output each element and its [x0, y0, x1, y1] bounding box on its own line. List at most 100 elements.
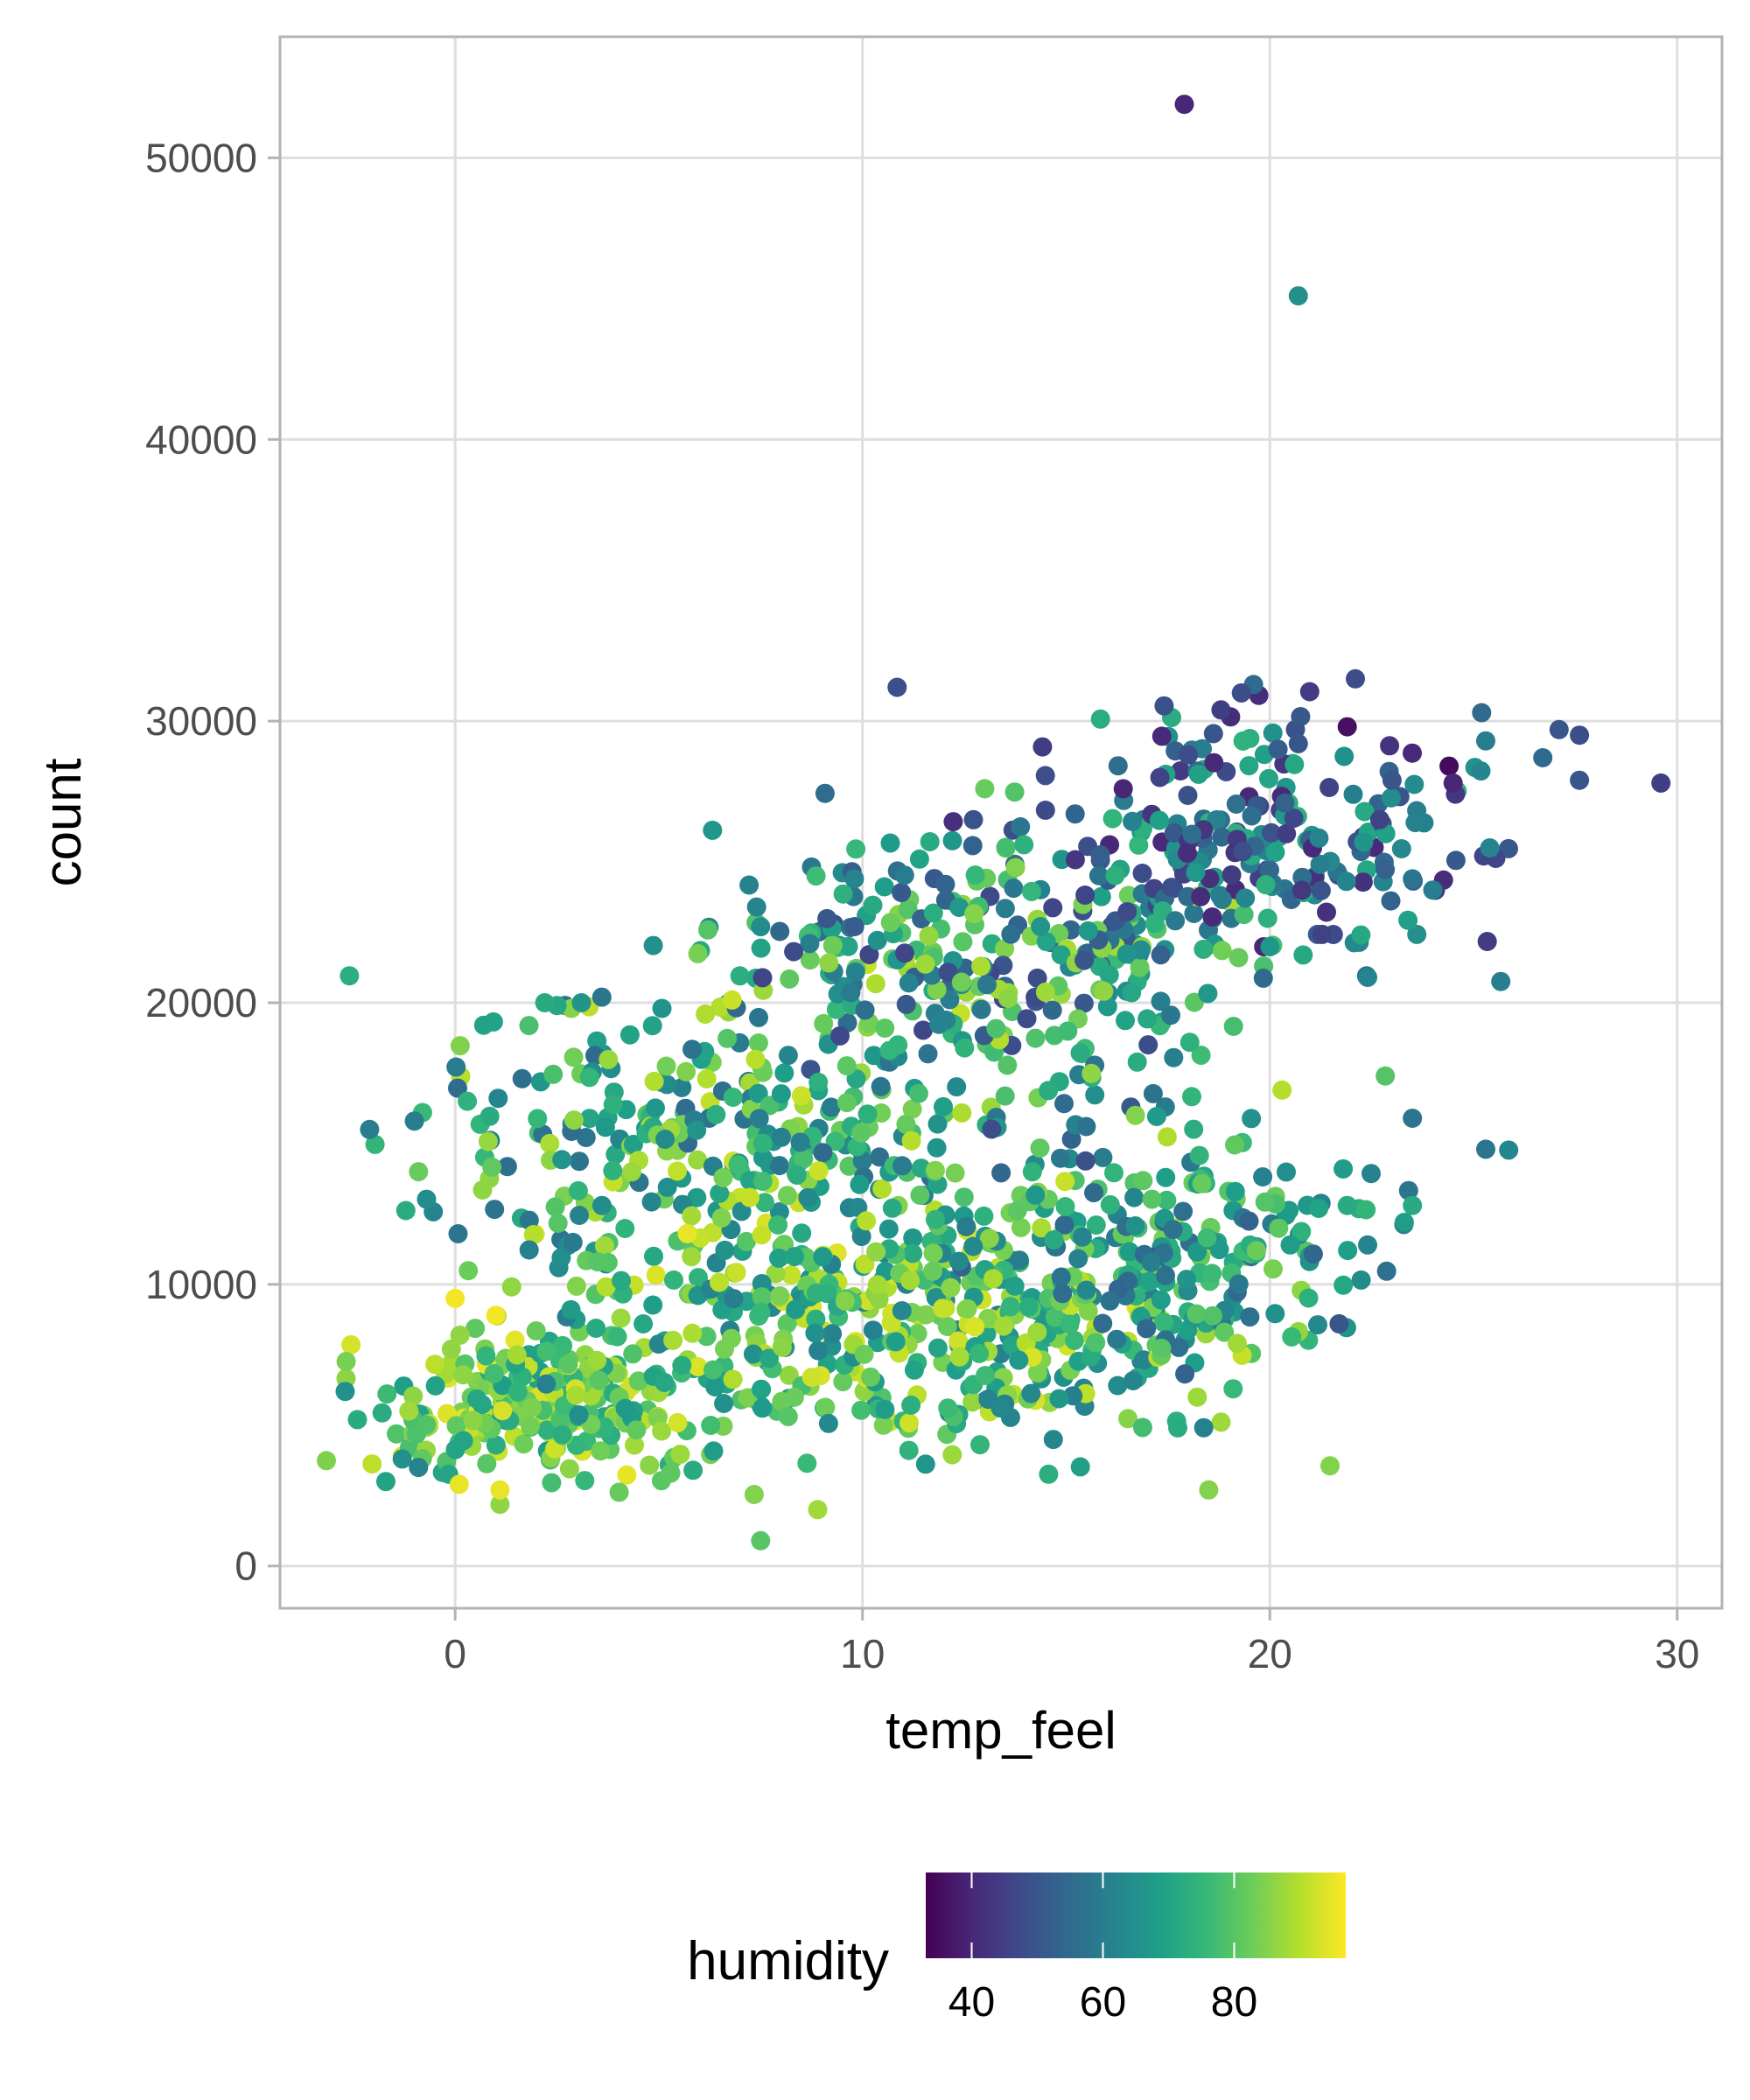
data-point	[904, 1360, 924, 1380]
data-point	[923, 1261, 942, 1281]
data-point	[1075, 886, 1096, 905]
data-point	[1027, 1362, 1047, 1382]
data-point	[1107, 1329, 1127, 1349]
data-point	[791, 1086, 811, 1106]
data-point	[1309, 1199, 1329, 1218]
data-point	[855, 1000, 875, 1020]
data-point	[1035, 766, 1055, 786]
data-point	[1053, 1284, 1073, 1304]
data-point	[1265, 843, 1285, 863]
data-point	[1291, 707, 1311, 726]
data-point	[1292, 880, 1312, 900]
data-point	[872, 1179, 892, 1199]
data-point	[620, 1025, 640, 1045]
data-point	[771, 1084, 791, 1104]
data-point	[453, 1365, 473, 1385]
data-point	[714, 1394, 734, 1413]
data-point	[1004, 878, 1024, 899]
data-point	[1472, 703, 1492, 723]
data-point	[1570, 770, 1590, 790]
data-point	[970, 1435, 990, 1455]
data-point	[341, 1334, 361, 1354]
data-point	[1446, 850, 1466, 871]
data-point	[752, 1398, 773, 1418]
colorbar-tick-label: 60	[1080, 1979, 1126, 2026]
data-point	[979, 1228, 999, 1249]
data-point	[663, 1330, 683, 1350]
x-tick-label: 10	[840, 1631, 885, 1676]
data-point	[1124, 1371, 1143, 1390]
data-point	[974, 1206, 994, 1226]
colorbar-tick-label: 40	[948, 1979, 995, 2026]
data-point	[1356, 1200, 1376, 1220]
data-point	[704, 1360, 723, 1380]
data-point	[1212, 889, 1232, 909]
data-point	[1116, 1011, 1135, 1031]
data-point	[672, 1078, 692, 1097]
data-point	[1161, 878, 1181, 898]
data-point	[915, 954, 935, 974]
data-point	[512, 1068, 532, 1088]
data-point	[450, 1036, 470, 1056]
data-point	[976, 1366, 995, 1385]
data-point	[962, 836, 983, 856]
data-point	[1004, 1276, 1025, 1296]
data-point	[851, 1400, 872, 1420]
data-point	[1268, 739, 1288, 760]
colorbar-tick-label: 80	[1211, 1979, 1257, 2026]
data-point	[833, 884, 853, 904]
data-point	[952, 1102, 972, 1123]
data-point	[822, 1324, 843, 1344]
data-point	[688, 1357, 708, 1376]
data-point	[416, 1189, 437, 1209]
data-point	[875, 1018, 895, 1038]
data-point	[1090, 709, 1110, 729]
data-point	[1202, 907, 1222, 927]
data-point	[615, 1398, 635, 1418]
data-point	[748, 1033, 768, 1053]
data-point	[1156, 1167, 1176, 1187]
data-point	[1358, 1235, 1377, 1255]
data-point	[1228, 1274, 1249, 1294]
data-point	[933, 1298, 953, 1319]
data-point	[1173, 1201, 1194, 1222]
data-point	[568, 1180, 588, 1200]
data-point	[1192, 1173, 1212, 1194]
data-point	[739, 875, 760, 895]
data-point	[1010, 1250, 1029, 1270]
data-point	[1320, 1456, 1340, 1476]
data-point	[545, 1197, 565, 1217]
data-point	[1108, 1376, 1128, 1396]
data-point	[652, 1421, 672, 1441]
data-point	[887, 677, 907, 697]
data-point	[1376, 1261, 1396, 1281]
data-point	[1282, 1326, 1302, 1347]
data-point	[592, 987, 612, 1007]
data-point	[781, 1265, 802, 1285]
data-point	[800, 934, 820, 954]
data-point	[670, 1445, 690, 1465]
data-point	[1153, 1312, 1173, 1333]
data-point	[1439, 756, 1460, 776]
data-point	[615, 1219, 635, 1238]
data-point	[1094, 981, 1114, 1001]
data-point	[1157, 1190, 1177, 1210]
data-point	[1549, 719, 1569, 739]
data-point	[768, 1214, 788, 1235]
data-point	[1072, 1227, 1092, 1247]
data-point	[701, 1416, 721, 1435]
data-point	[448, 1078, 467, 1098]
data-point	[914, 1020, 933, 1040]
data-point	[1477, 932, 1497, 951]
data-point	[934, 1096, 953, 1116]
data-point	[1308, 1315, 1327, 1335]
data-point	[706, 1104, 726, 1124]
data-point	[855, 1254, 875, 1274]
data-point	[970, 1343, 990, 1363]
data-point	[1011, 817, 1031, 836]
data-point	[982, 1119, 1002, 1139]
data-point	[1338, 1241, 1358, 1261]
data-point	[1163, 1220, 1183, 1240]
data-point	[777, 1186, 797, 1206]
